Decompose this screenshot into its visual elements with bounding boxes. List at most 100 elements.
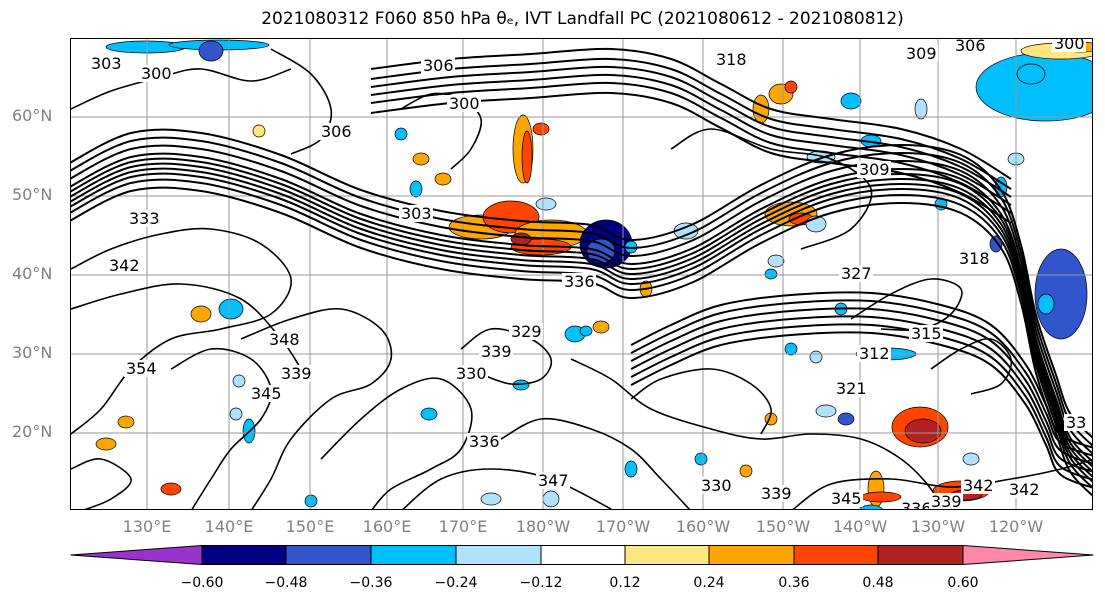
contour-label-bg bbox=[279, 365, 313, 382]
pc-shading-blob bbox=[232, 374, 246, 388]
contour-label: 336 bbox=[469, 432, 500, 451]
pc-shading-blob bbox=[837, 412, 855, 426]
contour-label-bg bbox=[1052, 39, 1086, 52]
pc-shading-blob bbox=[394, 127, 408, 141]
colorbar-segment bbox=[455, 545, 542, 565]
contour-label-bg bbox=[1064, 414, 1088, 431]
contour-line bbox=[670, 128, 873, 250]
contour-label-bg bbox=[479, 343, 513, 360]
pc-shading-blob bbox=[510, 232, 532, 246]
contour-label-bg bbox=[834, 380, 868, 397]
contour-line bbox=[630, 307, 1092, 465]
contour-label-bg bbox=[699, 477, 733, 494]
contour-line bbox=[71, 458, 132, 509]
contour-line bbox=[370, 47, 1012, 180]
contour-label: 342 bbox=[963, 476, 994, 495]
colorbar-segment bbox=[962, 545, 1094, 565]
contour-label-bg bbox=[953, 39, 987, 54]
pc-shading-blob bbox=[784, 342, 798, 356]
pc-shading-blob bbox=[480, 492, 502, 506]
plot-title: 2021080312 F060 850 hPa θₑ, IVT Landfall… bbox=[261, 9, 904, 29]
contour-label-bg bbox=[467, 433, 501, 450]
colorbar-segment bbox=[708, 545, 795, 565]
contour-label: 300 bbox=[1054, 39, 1085, 53]
contour-line bbox=[370, 65, 1012, 198]
pc-shading-blob bbox=[624, 460, 638, 478]
contour-line bbox=[630, 291, 1092, 449]
colorbar-tick: −0.48 bbox=[264, 575, 308, 591]
pc-shading-blob bbox=[535, 197, 557, 211]
pc-shading-blob bbox=[304, 494, 318, 508]
pc-shading-blob bbox=[904, 418, 942, 444]
contour-label: 327 bbox=[841, 264, 872, 283]
pc-shading-blob bbox=[764, 268, 778, 280]
theta-e-contours bbox=[71, 47, 1092, 509]
pc-shading-blob bbox=[694, 452, 708, 466]
lat-label: 60°N bbox=[12, 106, 53, 125]
contour-label: 339 bbox=[481, 342, 512, 361]
contour-labels: 303 300 306 300 318 309 306 300 306 303 333 342 309 3… bbox=[89, 39, 1088, 510]
lon-label: 160°W bbox=[675, 517, 731, 536]
lon-label: 170°E bbox=[438, 517, 488, 536]
contour-label-bg bbox=[714, 51, 748, 68]
pc-shading-blob bbox=[989, 235, 1003, 253]
pc-shading-blob bbox=[434, 172, 452, 186]
contour-label: 300 bbox=[449, 94, 480, 113]
contour-label: 333 bbox=[129, 209, 160, 228]
pc-shading-blob bbox=[409, 180, 423, 198]
map-panel: 303 300 306 300 318 309 306 300 306 303 333 342 309 3… bbox=[70, 38, 1093, 510]
contour-label-bg bbox=[829, 490, 863, 507]
contour-label: 339 bbox=[761, 484, 792, 503]
contour-line bbox=[570, 358, 942, 509]
contour-label-bg bbox=[1007, 481, 1041, 498]
contour-label: 342 bbox=[1009, 480, 1040, 499]
pc-shading-blob bbox=[512, 379, 530, 391]
contour-label-bg bbox=[759, 485, 793, 502]
pc-shading-blob bbox=[767, 254, 785, 268]
contour-label: 339 bbox=[281, 364, 312, 383]
pc-shading-blob bbox=[198, 40, 224, 62]
contour-line bbox=[320, 377, 473, 509]
gridlines bbox=[71, 39, 1092, 509]
contour-label: 306 bbox=[321, 122, 352, 141]
contour-label-bg bbox=[536, 472, 570, 489]
lon-label: 140°E bbox=[204, 517, 254, 536]
contour-line bbox=[792, 458, 1092, 509]
pc-shading-blob bbox=[840, 92, 862, 110]
contour-line bbox=[370, 91, 1012, 224]
contour-label: 345 bbox=[251, 384, 282, 403]
contour-label-bg bbox=[839, 265, 873, 282]
colorbar-tick: −0.24 bbox=[434, 575, 478, 591]
contour-label: 345 bbox=[831, 489, 862, 508]
colorbar-tick: 0.60 bbox=[947, 575, 979, 591]
colorbar-tick: −0.12 bbox=[519, 575, 563, 591]
contour-label: 309 bbox=[906, 44, 937, 63]
lon-label: 160°E bbox=[362, 517, 412, 536]
contour-label-bg bbox=[857, 161, 891, 178]
colorbar-segment bbox=[540, 545, 626, 565]
pc-shading-blob bbox=[1016, 63, 1046, 85]
contour-label: 321 bbox=[836, 379, 867, 398]
lat-label: 20°N bbox=[12, 422, 53, 441]
contour-label: 318 bbox=[716, 50, 747, 69]
colorbar-segment bbox=[877, 545, 964, 565]
pc-shading-blob bbox=[542, 490, 560, 508]
lon-label: 120°W bbox=[988, 517, 1044, 536]
pc-shading-blob bbox=[218, 298, 244, 320]
contour-line bbox=[500, 417, 691, 509]
contour-label: 348 bbox=[269, 330, 300, 349]
contour-label-bg bbox=[929, 493, 963, 509]
pc-shading-blob bbox=[739, 464, 753, 478]
contour-label: 33 bbox=[1066, 413, 1086, 432]
lon-label: 140°W bbox=[832, 517, 888, 536]
contour-label: 336 bbox=[901, 499, 932, 510]
contour-label: 306 bbox=[423, 56, 454, 75]
contour-label: 347 bbox=[538, 471, 569, 490]
lon-label: 170°W bbox=[595, 517, 651, 536]
colorbar-tick: 0.48 bbox=[862, 575, 894, 591]
contour-line bbox=[71, 144, 1092, 455]
contour-label-bg bbox=[447, 95, 481, 112]
pc-shading-blob bbox=[160, 482, 182, 496]
contour-line bbox=[370, 57, 1012, 190]
contour-line bbox=[71, 186, 1092, 497]
